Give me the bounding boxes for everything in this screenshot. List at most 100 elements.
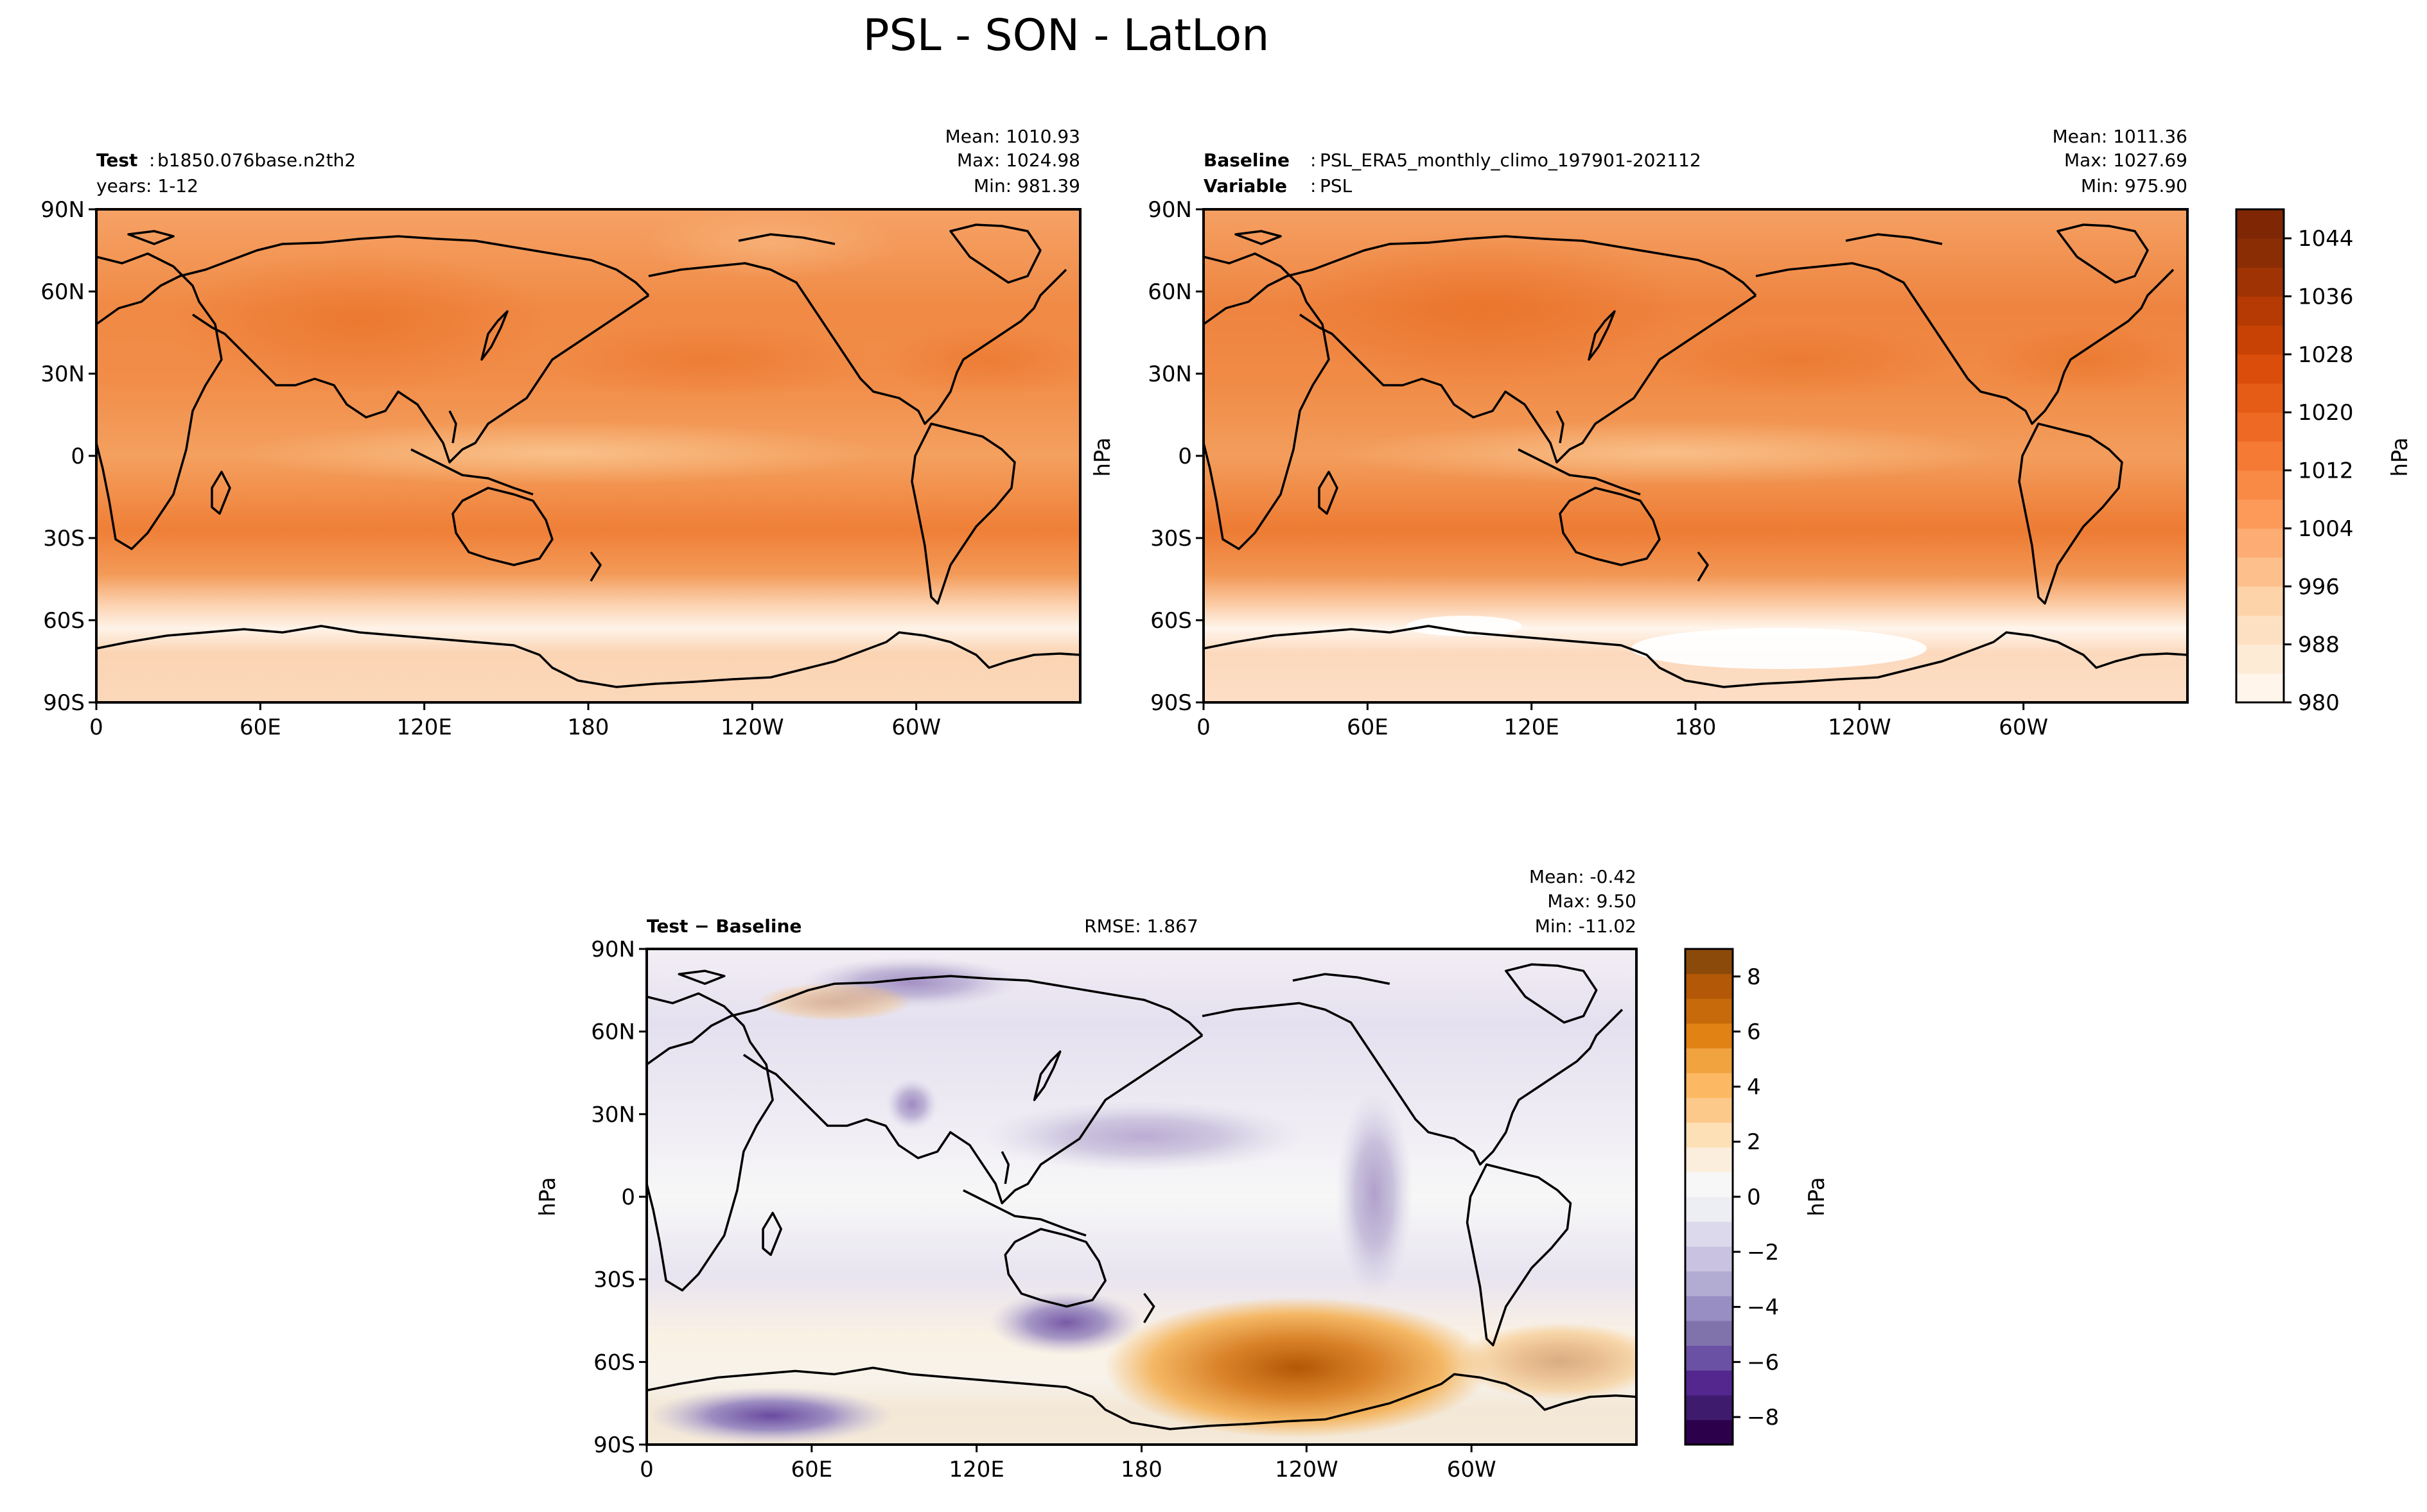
colorbar-diff-band <box>1685 1197 1733 1222</box>
test-min: Min: 981.39 <box>974 175 1080 196</box>
colorbar-main-band <box>2236 209 2284 239</box>
colorbar-diff-label: −6 <box>1747 1350 1779 1375</box>
colorbar-diff-band <box>1685 998 1733 1024</box>
test-max: Max: 1024.98 <box>957 150 1080 171</box>
colorbar-diff-band <box>1685 1321 1733 1346</box>
colorbar-diff-band <box>1685 1246 1733 1272</box>
colorbar-main-label: 1036 <box>2298 284 2354 310</box>
test-lon-label: 60W <box>891 715 941 740</box>
colorbar-diff-label: 4 <box>1747 1074 1761 1100</box>
colorbar-main-band <box>2236 412 2284 442</box>
colorbar-main-band <box>2236 673 2284 703</box>
colorbar-diff-band <box>1685 1048 1733 1073</box>
colorbar-diff-label: −4 <box>1747 1295 1779 1321</box>
test-lat-label: 60S <box>43 608 85 634</box>
test-lat-label: 0 <box>71 444 85 469</box>
colorbar-main-label: 1044 <box>2298 226 2354 252</box>
colorbar-diff-band <box>1685 1420 1733 1445</box>
colorbar-main-band <box>2236 557 2284 587</box>
baseline-variable-sep: : <box>1310 175 1316 196</box>
test-lat-label: 60N <box>40 279 85 305</box>
panel-test: Test : b1850.076base.n2th2 years: 1-12 M… <box>40 126 1082 740</box>
test-lat-label: 90N <box>40 197 85 223</box>
diff-lat-label: 90S <box>593 1432 635 1458</box>
diff-lat-label: 0 <box>621 1185 635 1210</box>
baseline-label-bold: Baseline <box>1204 150 1290 171</box>
baseline-variable: PSL <box>1320 175 1353 196</box>
baseline-lat-label: 90S <box>1150 690 1192 716</box>
diff-lon-label: 120E <box>949 1457 1004 1482</box>
colorbar-main-band <box>2236 354 2284 384</box>
panel-baseline: Baseline : PSL_ERA5_monthly_climo_197901… <box>1090 126 2189 740</box>
test-label-bold: Test <box>96 150 137 171</box>
baseline-lon-label: 180 <box>1675 715 1717 740</box>
colorbar-main-band <box>2236 586 2284 616</box>
test-mean: Mean: 1010.93 <box>945 126 1080 147</box>
baseline-lon-label: 120E <box>1503 715 1559 740</box>
baseline-lat-label: 30S <box>1150 526 1192 552</box>
colorbar-main-band <box>2236 528 2284 558</box>
test-lat-label: 30N <box>40 361 85 387</box>
test-lon-label: 120W <box>721 715 784 740</box>
baseline-lat-label: 60N <box>1148 279 1192 305</box>
colorbar-main-band <box>2236 615 2284 645</box>
colorbar-main-band <box>2236 238 2284 268</box>
colorbar-main-band <box>2236 470 2284 500</box>
colorbar-main-frame <box>2235 208 2285 704</box>
colorbar-diff-band <box>1685 1172 1733 1197</box>
diff-rmse: RMSE: 1.867 <box>1084 916 1198 937</box>
colorbar-main-label: 1020 <box>2298 400 2354 426</box>
colorbar-main-label: 980 <box>2298 690 2340 716</box>
diff-units-label: hPa <box>535 1177 561 1216</box>
colorbar-diff-band <box>1685 1073 1733 1099</box>
baseline-max: Max: 1027.69 <box>2064 150 2187 171</box>
diff-lon-label: 120W <box>1275 1457 1338 1482</box>
colorbar-main-units: hPa <box>2387 437 2413 476</box>
colorbar-main-label: 1028 <box>2298 342 2354 368</box>
baseline-lat-label: 30N <box>1148 361 1192 387</box>
diff-lat-label: 90N <box>591 937 635 962</box>
colorbar-diff-label: 6 <box>1747 1020 1761 1045</box>
colorbar-diff-band <box>1685 949 1733 975</box>
baseline-lat-label: 60S <box>1150 608 1192 634</box>
test-lat-label: 30S <box>43 526 85 552</box>
baseline-lon-label: 60E <box>1347 715 1389 740</box>
colorbar-diff-band <box>1685 1023 1733 1048</box>
test-label-sep: : <box>149 150 155 171</box>
colorbar-diff-band <box>1685 1221 1733 1247</box>
diff-lon-label: 0 <box>640 1457 654 1482</box>
colorbar-main: 1044 1036 1028 1020 1012 1004 996 988 980 hPa <box>2235 208 2413 716</box>
diff-lon-label: 180 <box>1121 1457 1162 1482</box>
diff-lon-label: 60E <box>791 1457 832 1482</box>
baseline-min: Min: 975.90 <box>2081 175 2187 196</box>
colorbar-main-band <box>2236 441 2284 471</box>
colorbar-diff-band <box>1685 1370 1733 1396</box>
colorbar-diff-band <box>1685 1271 1733 1296</box>
baseline-lat-label: 0 <box>1178 444 1192 469</box>
colorbar-diff-band <box>1685 1345 1733 1371</box>
baseline-mean: Mean: 1011.36 <box>2053 126 2187 147</box>
baseline-lon-label: 120W <box>1828 715 1891 740</box>
colorbar-diff-band <box>1685 1296 1733 1321</box>
colorbar-main-band <box>2236 499 2284 529</box>
colorbar-diff-label: 0 <box>1747 1185 1761 1210</box>
test-lat-label: 90S <box>43 690 85 716</box>
colorbar-main-band <box>2236 644 2284 674</box>
colorbar-diff-label: 2 <box>1747 1129 1761 1155</box>
baseline-label-sep: : <box>1310 150 1316 171</box>
panel-diff: Test − Baseline RMSE: 1.867 Mean: -0.42 … <box>535 866 1638 1482</box>
colorbar-diff-band <box>1685 973 1733 999</box>
colorbar-diff-label: 8 <box>1747 964 1761 990</box>
test-lon-label: 60E <box>240 715 281 740</box>
diff-min: Min: -11.02 <box>1535 916 1636 937</box>
baseline-lon-label: 60W <box>1999 715 2048 740</box>
colorbar-diff: 8 6 4 2 0 −2 −4 −6 −8 hPa <box>1684 948 1830 1446</box>
baseline-lon-label: 0 <box>1196 715 1211 740</box>
colorbar-main-label: 1004 <box>2298 516 2354 542</box>
diff-lat-label: 30N <box>591 1102 635 1127</box>
colorbar-main-band <box>2236 383 2284 413</box>
colorbar-diff-label: −2 <box>1747 1240 1779 1265</box>
